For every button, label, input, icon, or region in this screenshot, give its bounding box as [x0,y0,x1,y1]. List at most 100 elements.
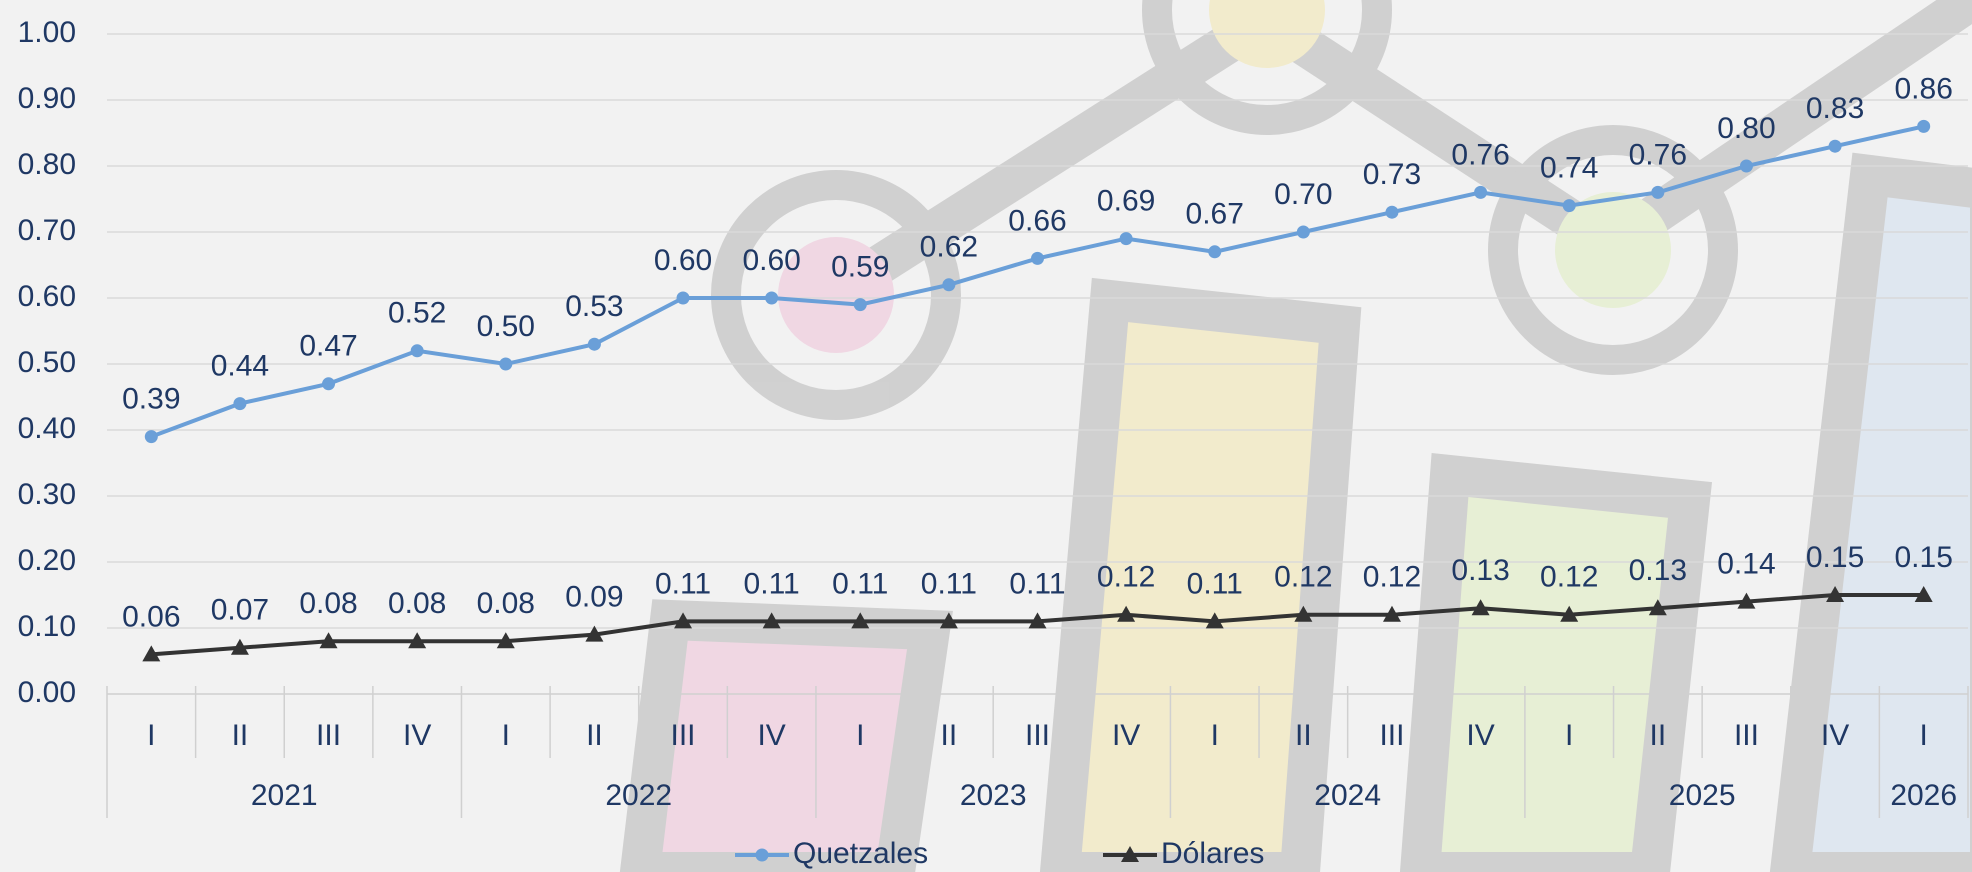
data-label: 0.12 [1097,561,1155,594]
y-tick-label: 1.00 [18,16,76,49]
y-tick-label: 0.80 [18,148,76,181]
x-group-label: 2021 [251,779,318,812]
x-group-label: 2025 [1669,779,1736,812]
x-tick-label: III [1025,719,1050,752]
data-point [1297,226,1310,239]
data-label: 0.80 [1717,112,1775,145]
x-tick-label: I [1211,719,1219,752]
data-label: 0.11 [1009,567,1065,600]
data-label: 0.13 [1629,554,1687,587]
data-label: 0.11 [921,567,977,600]
data-label: 0.74 [1540,152,1598,185]
data-label: 0.14 [1717,548,1775,581]
y-tick-label: 0.10 [18,610,76,643]
data-label: 0.07 [211,594,269,627]
y-tick-label: 0.60 [18,280,76,313]
data-point [145,430,158,443]
decor-bar [1420,475,1690,872]
data-point [1208,245,1221,258]
data-label: 0.60 [742,244,800,277]
data-point [233,397,246,410]
x-tick-label: III [671,719,696,752]
data-label: 0.06 [122,600,180,633]
data-label: 0.53 [565,290,623,323]
x-tick-label: IV [403,719,431,752]
data-point [942,278,955,291]
data-point [765,292,778,305]
data-label: 0.76 [1451,138,1509,171]
data-point [677,292,690,305]
data-label: 0.62 [920,231,978,264]
data-label: 0.08 [388,587,446,620]
data-label: 0.83 [1806,92,1864,125]
x-tick-label: II [586,719,603,752]
data-label: 0.50 [477,310,535,343]
data-label: 0.69 [1097,185,1155,218]
data-label: 0.11 [832,567,888,600]
chart: 0.000.100.200.300.400.500.600.700.800.90… [0,0,1972,872]
x-tick-label: I [502,719,510,752]
x-tick-label: III [1734,719,1759,752]
data-label: 0.08 [477,587,535,620]
data-label: 0.59 [831,251,889,284]
x-tick-label: IV [1112,719,1140,752]
data-label: 0.52 [388,297,446,330]
x-tick-label: I [856,719,864,752]
data-label: 0.11 [744,567,800,600]
data-label: 0.44 [211,350,269,383]
data-label: 0.47 [299,330,357,363]
data-label: 0.11 [1187,567,1243,600]
data-label: 0.39 [122,383,180,416]
y-tick-label: 0.50 [18,346,76,379]
decor-line [840,0,1972,290]
data-label: 0.76 [1629,138,1687,171]
x-tick-label: IV [757,719,785,752]
legend-label: Quetzales [793,837,928,870]
x-tick-label: I [1565,719,1573,752]
data-label: 0.86 [1894,72,1952,105]
data-label: 0.08 [299,587,357,620]
data-label: 0.11 [655,567,711,600]
x-tick-label: II [232,719,249,752]
data-label: 0.12 [1274,561,1332,594]
x-tick-label: III [316,719,341,752]
data-label: 0.15 [1806,541,1864,574]
data-label: 0.73 [1363,158,1421,191]
x-tick-label: IV [1821,719,1849,752]
data-label: 0.60 [654,244,712,277]
data-label: 0.13 [1451,554,1509,587]
x-tick-label: II [941,719,958,752]
x-tick-label: IV [1466,719,1494,752]
y-tick-label: 0.30 [18,478,76,511]
x-tick-label: I [1920,719,1928,752]
decor-bar [1790,175,1972,872]
data-point [1917,120,1930,133]
data-point [499,358,512,371]
data-point [411,344,424,357]
data-point [322,377,335,390]
data-point [1120,232,1133,245]
data-label: 0.09 [565,581,623,614]
data-point [854,298,867,311]
y-tick-label: 0.00 [18,676,76,709]
x-group-label: 2024 [1314,779,1381,812]
legend-marker [756,849,769,862]
x-group-label: 2026 [1890,779,1957,812]
x-tick-label: II [1295,719,1312,752]
x-group-label: 2023 [960,779,1027,812]
y-tick-label: 0.70 [18,214,76,247]
data-label: 0.70 [1274,178,1332,211]
data-label: 0.12 [1540,561,1598,594]
x-tick-label: III [1379,719,1404,752]
y-tick-label: 0.90 [18,82,76,115]
data-point [1740,160,1753,173]
x-tick-label: II [1649,719,1666,752]
data-label: 0.67 [1186,198,1244,231]
data-point [1829,140,1842,153]
data-point [1385,206,1398,219]
x-group-label: 2022 [605,779,672,812]
x-tick-label: I [147,719,155,752]
data-point [588,338,601,351]
y-tick-label: 0.20 [18,544,76,577]
data-label: 0.66 [1008,204,1066,237]
